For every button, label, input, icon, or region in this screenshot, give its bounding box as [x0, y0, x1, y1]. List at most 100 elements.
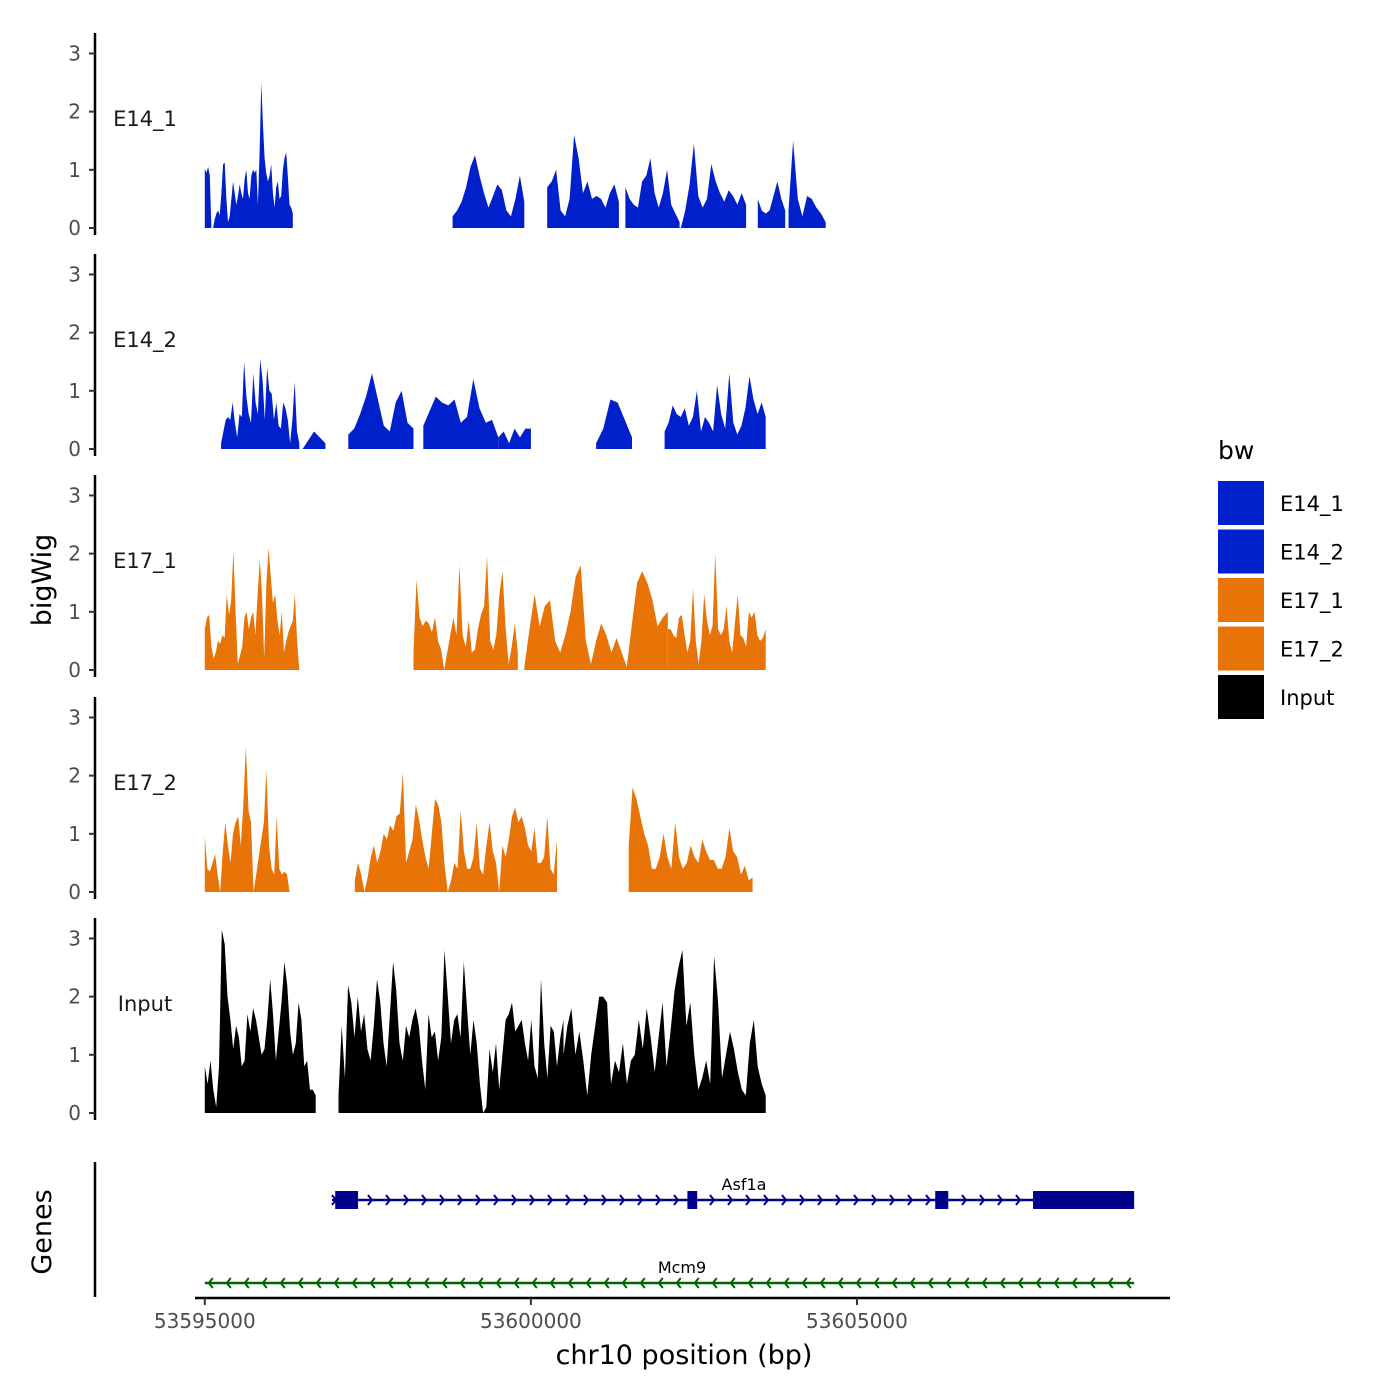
strand-arrow: [279, 1277, 286, 1289]
exon: [335, 1191, 359, 1209]
strand-arrow: [747, 1277, 754, 1289]
strand-arrow: [585, 1277, 592, 1289]
x-tick-label: 53605000: [806, 1309, 908, 1333]
legend-label: E14_2: [1280, 541, 1344, 566]
coverage-area: [596, 399, 632, 449]
coverage-area: [338, 950, 564, 1113]
strand-arrow: [583, 1194, 590, 1206]
strand-arrow: [387, 1277, 394, 1289]
coverage-area: [204, 929, 316, 1113]
legend-key-E17_1: [1218, 578, 1264, 622]
y-tick-label: 0: [68, 437, 81, 461]
legend-label: E14_1: [1280, 492, 1344, 517]
strand-arrow: [477, 1277, 484, 1289]
strand-arrow: [439, 1194, 446, 1206]
track-E14_1: 0 1 2 3 E14_1: [68, 33, 826, 240]
strand-arrow: [565, 1194, 572, 1206]
y-tick-label: 2: [68, 985, 81, 1009]
y-tick-label: 2: [68, 321, 81, 345]
strand-arrow: [907, 1194, 914, 1206]
coverage-area: [452, 155, 525, 228]
exon: [687, 1191, 698, 1209]
strand-arrow: [315, 1277, 322, 1289]
strand-arrow: [297, 1277, 304, 1289]
coverage-area: [680, 143, 747, 228]
strand-arrow: [457, 1194, 464, 1206]
exon: [1033, 1191, 1135, 1209]
y-tick-label: 1: [68, 600, 81, 624]
strand-arrow: [655, 1194, 662, 1206]
strand-arrow: [675, 1277, 682, 1289]
strand-arrow: [745, 1194, 752, 1206]
strand-arrow: [837, 1277, 844, 1289]
coverage-area: [563, 950, 766, 1113]
coverage-area: [204, 82, 293, 228]
strand-arrow: [853, 1194, 860, 1206]
legend-label: E17_1: [1280, 589, 1344, 614]
legend-key-E17_2: [1218, 626, 1264, 671]
strand-arrow: [961, 1194, 968, 1206]
strand-arrow: [351, 1277, 358, 1289]
coverage-area: [423, 379, 499, 449]
strand-arrow: [927, 1277, 934, 1289]
strand-arrow: [657, 1277, 664, 1289]
strand-arrow: [1053, 1277, 1060, 1289]
strand-arrow: [403, 1194, 410, 1206]
strand-arrow: [441, 1277, 448, 1289]
legend: bw E14_1 E14_2 E17_1 E17_2 Input: [1218, 436, 1344, 719]
y-tick-label: 1: [68, 158, 81, 182]
strand-arrow: [835, 1194, 842, 1206]
x-axis: 53595000 53600000 53605000: [154, 1296, 1170, 1333]
coverage-area: [667, 553, 766, 670]
strand-arrow: [621, 1277, 628, 1289]
strand-arrow: [475, 1194, 482, 1206]
strand-arrow: [817, 1194, 824, 1206]
legend-key-E14_2: [1218, 529, 1264, 574]
y-tick-label: 2: [68, 764, 81, 788]
strand-arrow: [1035, 1277, 1042, 1289]
y-tick-label: 3: [68, 262, 81, 286]
strand-arrow: [871, 1194, 878, 1206]
track-label: E14_2: [113, 328, 177, 353]
track-label: Input: [118, 992, 172, 1016]
strand-arrow: [207, 1277, 214, 1289]
coverage-area: [348, 373, 414, 449]
track-E17_1: 0 1 2 3 E17_1: [68, 475, 766, 682]
strand-arrow: [367, 1194, 374, 1206]
strand-arrow: [421, 1194, 428, 1206]
strand-arrow: [673, 1194, 680, 1206]
strand-arrow: [945, 1277, 952, 1289]
strand-arrow: [405, 1277, 412, 1289]
y-tick-label: 3: [68, 41, 81, 65]
y-tick-label: 3: [68, 926, 81, 950]
gene-Mcm9: Mcm9: [204, 1258, 1135, 1289]
strand-arrow: [1015, 1194, 1022, 1206]
genes-track-title: Genes: [27, 1189, 58, 1274]
legend-title: bw: [1218, 436, 1254, 465]
coverage-area: [204, 547, 300, 670]
strand-arrow: [369, 1277, 376, 1289]
y-tick-label: 1: [68, 1043, 81, 1067]
y-tick-label: 1: [68, 822, 81, 846]
strand-arrow: [709, 1194, 716, 1206]
strand-arrow: [531, 1277, 538, 1289]
track-E17_2: 0 1 2 3 E17_2: [68, 697, 753, 904]
strand-arrow: [1071, 1277, 1078, 1289]
strand-arrow: [981, 1277, 988, 1289]
y-tick-label: 0: [68, 1101, 81, 1125]
exon: [935, 1191, 949, 1209]
track-Input: 0 1 2 3 Input: [68, 918, 766, 1125]
strand-arrow: [873, 1277, 880, 1289]
strand-arrow: [619, 1194, 626, 1206]
y-axis-title: bigWig: [27, 534, 58, 627]
strand-arrow: [385, 1194, 392, 1206]
coverage-area: [788, 140, 826, 228]
genes-track: Asf1a Mcm9: [93, 1162, 1135, 1297]
x-tick-label: 53595000: [154, 1309, 256, 1333]
coverage-area: [547, 134, 619, 228]
strand-arrow: [799, 1194, 806, 1206]
gene-Asf1a: Asf1a: [331, 1175, 1135, 1209]
track-label: E17_1: [113, 549, 177, 574]
y-tick-label: 2: [68, 100, 81, 124]
